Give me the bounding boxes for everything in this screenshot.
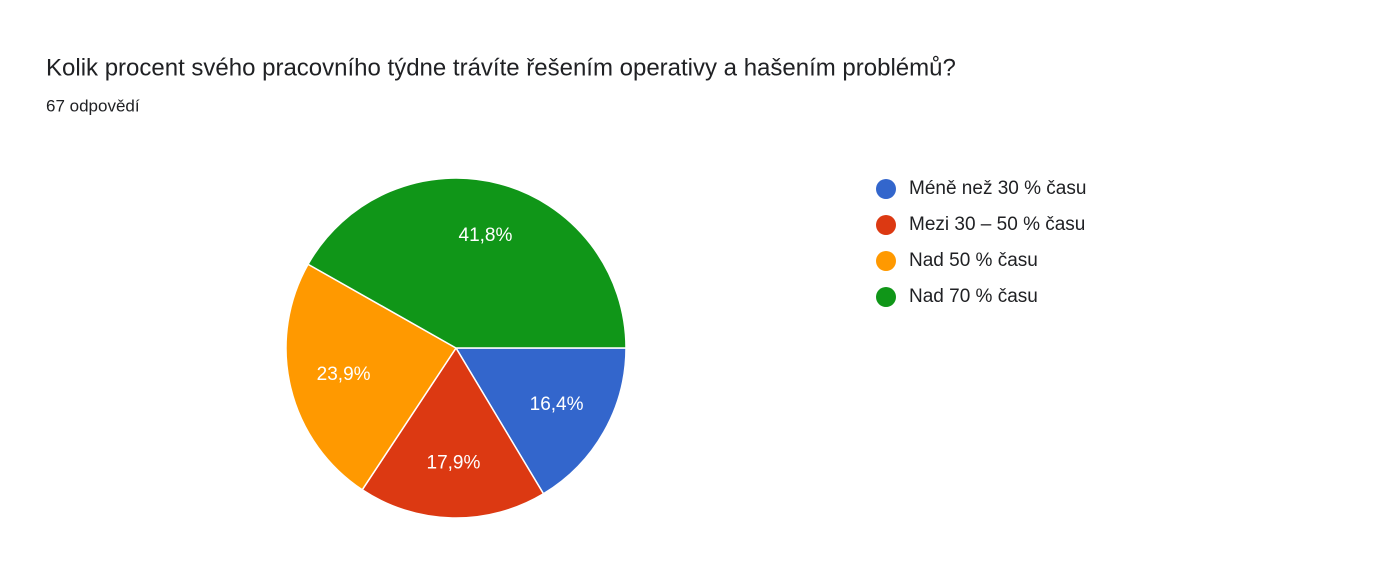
- legend-label: Méně než 30 % času: [909, 178, 1086, 199]
- legend-label: Mezi 30 – 50 % času: [909, 214, 1085, 235]
- pie-slice: [454, 347, 627, 495]
- legend-label: Nad 50 % času: [909, 250, 1038, 271]
- value-label: 41,8%: [459, 225, 513, 246]
- legend-marker: [876, 215, 896, 235]
- legend-label: Nad 70 % času: [909, 286, 1038, 307]
- value-label: 16,4%: [530, 394, 584, 415]
- legend-marker: [876, 251, 896, 271]
- pie-slice: [285, 263, 458, 491]
- legend-marker: [876, 287, 896, 307]
- pie-slice: [307, 177, 627, 349]
- legend-marker: [876, 179, 896, 199]
- chart-subtitle: 67 odpovědí: [46, 96, 140, 115]
- pie-slice: [361, 346, 545, 519]
- chart-title: Kolik procent svého pracovního týdne trá…: [46, 54, 956, 81]
- value-label: 17,9%: [427, 453, 481, 474]
- value-label: 23,9%: [317, 364, 371, 385]
